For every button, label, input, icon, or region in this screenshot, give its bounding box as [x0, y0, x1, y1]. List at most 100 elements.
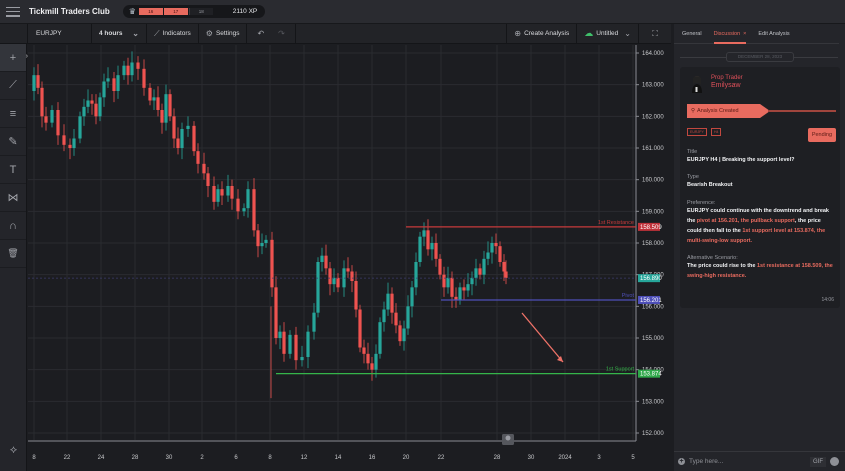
layout-selector[interactable]: ☁ Untitled ⌄: [577, 23, 639, 44]
symbol-selector[interactable]: EURJPY: [27, 23, 92, 44]
message-time: 14:06: [821, 297, 834, 303]
svg-text:28: 28: [132, 455, 139, 461]
svg-text:162.000: 162.000: [642, 114, 664, 120]
indicators-button[interactable]: ⟋ Indicators: [147, 23, 199, 44]
create-analysis-label: Create Analysis: [524, 30, 570, 37]
settings-button[interactable]: ⚙ Settings: [199, 23, 248, 44]
tab-general[interactable]: General: [682, 24, 702, 44]
panel-tabs: General Discussion × Edit Analysis: [674, 24, 839, 44]
message-composer: + Type here... GIF: [674, 451, 845, 471]
interval-selector[interactable]: 4 hours ⌄: [92, 23, 147, 44]
crosshair-icon: +: [9, 51, 17, 64]
tab-discussion[interactable]: Discussion ×: [713, 24, 747, 44]
menu-icon[interactable]: [6, 6, 20, 17]
status-progress-line: [768, 110, 836, 112]
svg-text:24: 24: [98, 455, 105, 461]
medal-icon: ♛: [128, 6, 136, 16]
attach-plus-icon[interactable]: +: [678, 458, 685, 465]
undo-icon[interactable]: ↶: [257, 29, 265, 38]
alternative-text: The price could rise to the 1st resistan…: [687, 261, 837, 281]
close-icon[interactable]: ×: [743, 30, 747, 37]
redo-icon[interactable]: ↷: [278, 29, 285, 38]
svg-text:12: 12: [301, 455, 308, 461]
svg-text:160.000: 160.000: [642, 178, 664, 184]
tool-trend-line[interactable]: ⟋: [0, 72, 26, 100]
tool-pattern[interactable]: ⋈: [0, 184, 26, 212]
svg-text:22: 22: [438, 455, 445, 461]
svg-text:8: 8: [268, 455, 272, 461]
price-chart[interactable]: 164.000 163.000 162.000 161.000 160.000 159.0…: [28, 45, 670, 465]
analysis-card: Prop Trader Emilysaw ⚲ Analysis Created …: [680, 67, 840, 308]
plus-circle-icon: ⊕: [514, 29, 522, 38]
xp-label: 2110 XP: [232, 8, 258, 15]
title-value: EURJPY H4 | Breaking the support level?: [687, 157, 795, 163]
fib-lines-icon: ≡: [9, 107, 17, 120]
emoji-icon[interactable]: [830, 457, 839, 466]
pattern-icon: ⋈: [7, 192, 19, 204]
settings-label: Settings: [215, 30, 240, 37]
author-name[interactable]: Emilysaw: [711, 82, 741, 89]
status-banner: ⚲ Analysis Created: [687, 104, 770, 118]
svg-text:22: 22: [64, 455, 71, 461]
svg-text:1st Resistance: 1st Resistance: [598, 220, 634, 226]
cloud-icon: ☁: [584, 28, 594, 38]
xp-progress[interactable]: ♛ 16 17 18 2110 XP: [122, 5, 266, 18]
preference-highlight: pivot at 156.201, the pullback support: [696, 218, 795, 224]
svg-text:30: 30: [166, 455, 173, 461]
svg-text:153.874: 153.874: [640, 372, 662, 378]
svg-text:158.509: 158.509: [640, 225, 662, 231]
tab-label: Edit Analysis: [758, 30, 790, 37]
svg-text:156.890: 156.890: [640, 276, 662, 282]
svg-text:16: 16: [369, 455, 376, 461]
status-badge: Pending: [807, 128, 836, 142]
svg-text:156.000: 156.000: [642, 304, 664, 310]
tool-fib-lines[interactable]: ≡: [0, 100, 26, 128]
layers-icon[interactable]: ⟡: [9, 444, 18, 456]
svg-text:159.000: 159.000: [642, 209, 664, 215]
interval-label: 4 hours: [99, 30, 123, 37]
svg-text:5: 5: [631, 455, 635, 461]
chart-toolbar: EURJPY 4 hours ⌄ ⟋ Indicators ⚙ Settings…: [0, 23, 671, 44]
svg-text:2024: 2024: [558, 455, 572, 461]
alternative-highlight: 1st resistance at 158.509, the swing-hig…: [687, 263, 833, 279]
svg-text:8: 8: [32, 455, 36, 461]
svg-text:152.000: 152.000: [642, 431, 664, 437]
gif-button[interactable]: GIF: [810, 456, 826, 467]
fullscreen-button[interactable]: ⛶: [639, 24, 671, 44]
tool-crosshair[interactable]: + ›: [0, 44, 28, 72]
gear-icon: ⚙: [205, 29, 213, 38]
trend-line-icon: ⟋: [9, 79, 17, 91]
candlestick-chart[interactable]: 164.000 163.000 162.000 161.000 160.000 159.0…: [28, 45, 670, 465]
chevron-down-icon: ⌄: [132, 29, 139, 38]
svg-text:153.000: 153.000: [642, 399, 664, 405]
svg-text:20: 20: [403, 455, 410, 461]
xp-level-segment: 16: [138, 8, 163, 15]
date-chip: DECEMBER 28, 2023: [726, 52, 794, 62]
tool-text[interactable]: T: [0, 156, 26, 184]
svg-text:6: 6: [234, 455, 238, 461]
svg-text:1st Support: 1st Support: [606, 367, 635, 373]
app-title: Tickmill Traders Club: [29, 7, 110, 16]
tool-brush[interactable]: ✎: [0, 128, 26, 156]
svg-text:161.000: 161.000: [642, 146, 664, 152]
avatar[interactable]: [691, 75, 703, 93]
type-value: Bearish Breakout: [687, 182, 733, 188]
brush-icon: ✎: [8, 136, 18, 148]
svg-text:Pivot: Pivot: [622, 293, 635, 299]
alternative-label: Alternative Scenario:: [687, 255, 738, 261]
svg-text:14: 14: [335, 455, 342, 461]
message-input[interactable]: Type here...: [689, 458, 724, 465]
indicators-label: Indicators: [162, 30, 191, 37]
text-icon: T: [9, 163, 17, 176]
tool-trash[interactable]: 🗑: [0, 240, 26, 268]
chevron-right-icon[interactable]: ›: [25, 53, 28, 60]
chevron-down-icon: ⌄: [624, 29, 631, 38]
type-label: Type: [687, 174, 699, 180]
svg-text:30: 30: [528, 455, 535, 461]
preference-text-part: , the price could then fall to the: [687, 218, 821, 234]
svg-text:28: 28: [494, 455, 501, 461]
tag-symbol: EURJPY: [687, 128, 707, 136]
tab-edit-analysis[interactable]: Edit Analysis: [758, 24, 789, 44]
create-analysis-button[interactable]: ⊕ Create Analysis: [506, 23, 578, 44]
tool-magnet[interactable]: ∩: [0, 212, 26, 240]
